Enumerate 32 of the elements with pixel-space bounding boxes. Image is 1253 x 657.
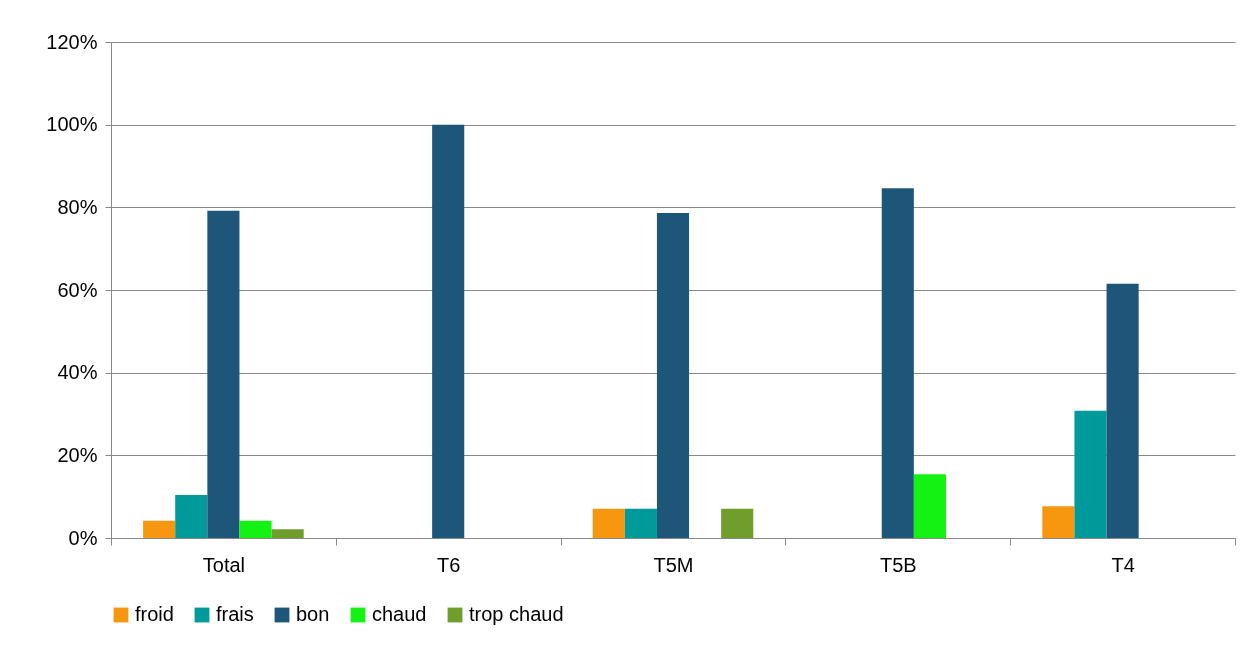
bar <box>175 495 208 538</box>
bar <box>913 474 946 538</box>
y-tick-label: 60% <box>57 278 98 301</box>
y-tick-label: 40% <box>57 361 98 384</box>
bar <box>207 210 240 538</box>
legend-label: froid <box>135 603 174 625</box>
bar <box>239 520 272 538</box>
x-tick-label: T6 <box>437 553 461 576</box>
y-tick-label: 0% <box>68 526 98 549</box>
legend-label: trop chaud <box>469 603 564 625</box>
y-tick-label: 20% <box>57 443 98 466</box>
bar <box>143 520 176 538</box>
bar <box>432 124 465 538</box>
bar <box>1074 410 1107 538</box>
bar <box>656 213 690 538</box>
y-tick-label: 100% <box>46 113 98 136</box>
x-tick-label: Total <box>202 553 246 576</box>
legend-label: frais <box>216 603 254 625</box>
y-tick-label: 80% <box>57 195 98 218</box>
legend-label: bon <box>296 603 330 625</box>
x-tick-label: T5M <box>653 553 694 576</box>
bar <box>1106 283 1139 538</box>
bar <box>624 508 657 538</box>
bar <box>881 188 914 538</box>
x-tick-label: T5B <box>879 553 917 576</box>
y-tick-label: 120% <box>46 30 98 53</box>
bar <box>721 508 754 538</box>
legend-label: chaud <box>372 603 427 625</box>
bar <box>592 508 625 538</box>
bar <box>271 529 304 538</box>
x-tick-label: T4 <box>1111 553 1135 576</box>
bar <box>1042 506 1075 538</box>
